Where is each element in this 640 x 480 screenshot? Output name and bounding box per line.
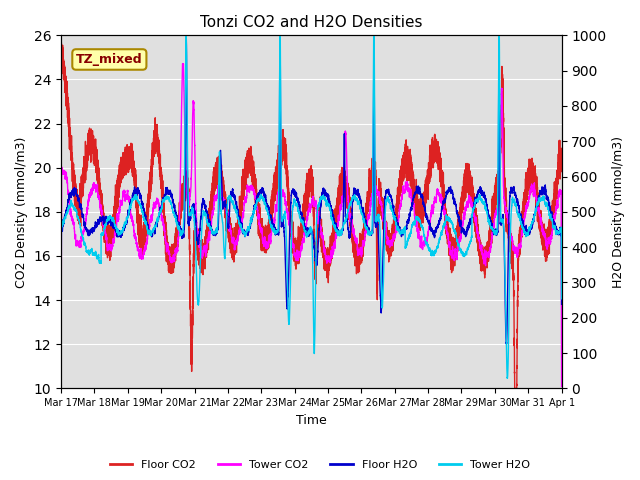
Floor CO2 [551, 193, 559, 199]
Floor H2O [377, 295, 385, 301]
Floor CO2 [511, 385, 518, 391]
Tower CO2 [377, 198, 385, 204]
Tower CO2 [557, 189, 564, 195]
Floor H2O [506, 192, 514, 198]
Tower CO2 [57, 378, 65, 384]
Floor CO2 [557, 160, 565, 166]
Floor H2O [492, 227, 500, 232]
Floor H2O [557, 231, 564, 237]
Tower CO2 [506, 232, 514, 238]
Legend: Floor CO2, Tower CO2, Floor H2O, Tower H2O: Floor CO2, Tower CO2, Floor H2O, Tower H… [105, 456, 535, 474]
Tower CO2 [179, 60, 186, 66]
Tower H2O [282, 232, 290, 238]
Tower H2O [504, 375, 511, 381]
Floor H2O [502, 341, 510, 347]
Floor H2O [557, 301, 565, 307]
Floor CO2 [506, 232, 514, 238]
Floor CO2 [557, 169, 564, 175]
Y-axis label: H2O Density (mmol/m3): H2O Density (mmol/m3) [612, 136, 625, 288]
Tower CO2 [551, 212, 559, 217]
Line: Floor H2O: Floor H2O [61, 36, 561, 344]
Floor CO2 [492, 193, 500, 199]
Title: Tonzi CO2 and H2O Densities: Tonzi CO2 and H2O Densities [200, 15, 422, 30]
Line: Tower CO2: Tower CO2 [61, 63, 561, 386]
Tower CO2 [492, 212, 500, 217]
Floor CO2 [57, 37, 65, 43]
Floor H2O [551, 222, 559, 228]
Tower H2O [506, 249, 514, 255]
Floor CO2 [282, 149, 290, 155]
Tower H2O [557, 296, 565, 302]
Floor H2O [282, 282, 290, 288]
Floor CO2 [376, 192, 384, 198]
Tower H2O [57, 306, 65, 312]
Tower H2O [557, 227, 564, 232]
Tower CO2 [557, 384, 565, 389]
Floor H2O [57, 301, 65, 307]
Floor H2O [276, 33, 284, 38]
Tower H2O [551, 223, 559, 229]
Text: TZ_mixed: TZ_mixed [76, 53, 143, 66]
Tower CO2 [282, 200, 290, 206]
Line: Tower H2O: Tower H2O [61, 36, 561, 378]
Y-axis label: CO2 Density (mmol/m3): CO2 Density (mmol/m3) [15, 136, 28, 288]
X-axis label: Time: Time [296, 414, 326, 427]
Tower H2O [182, 33, 190, 38]
Tower H2O [377, 245, 385, 251]
Line: Floor CO2: Floor CO2 [61, 40, 561, 388]
Tower H2O [492, 229, 500, 235]
